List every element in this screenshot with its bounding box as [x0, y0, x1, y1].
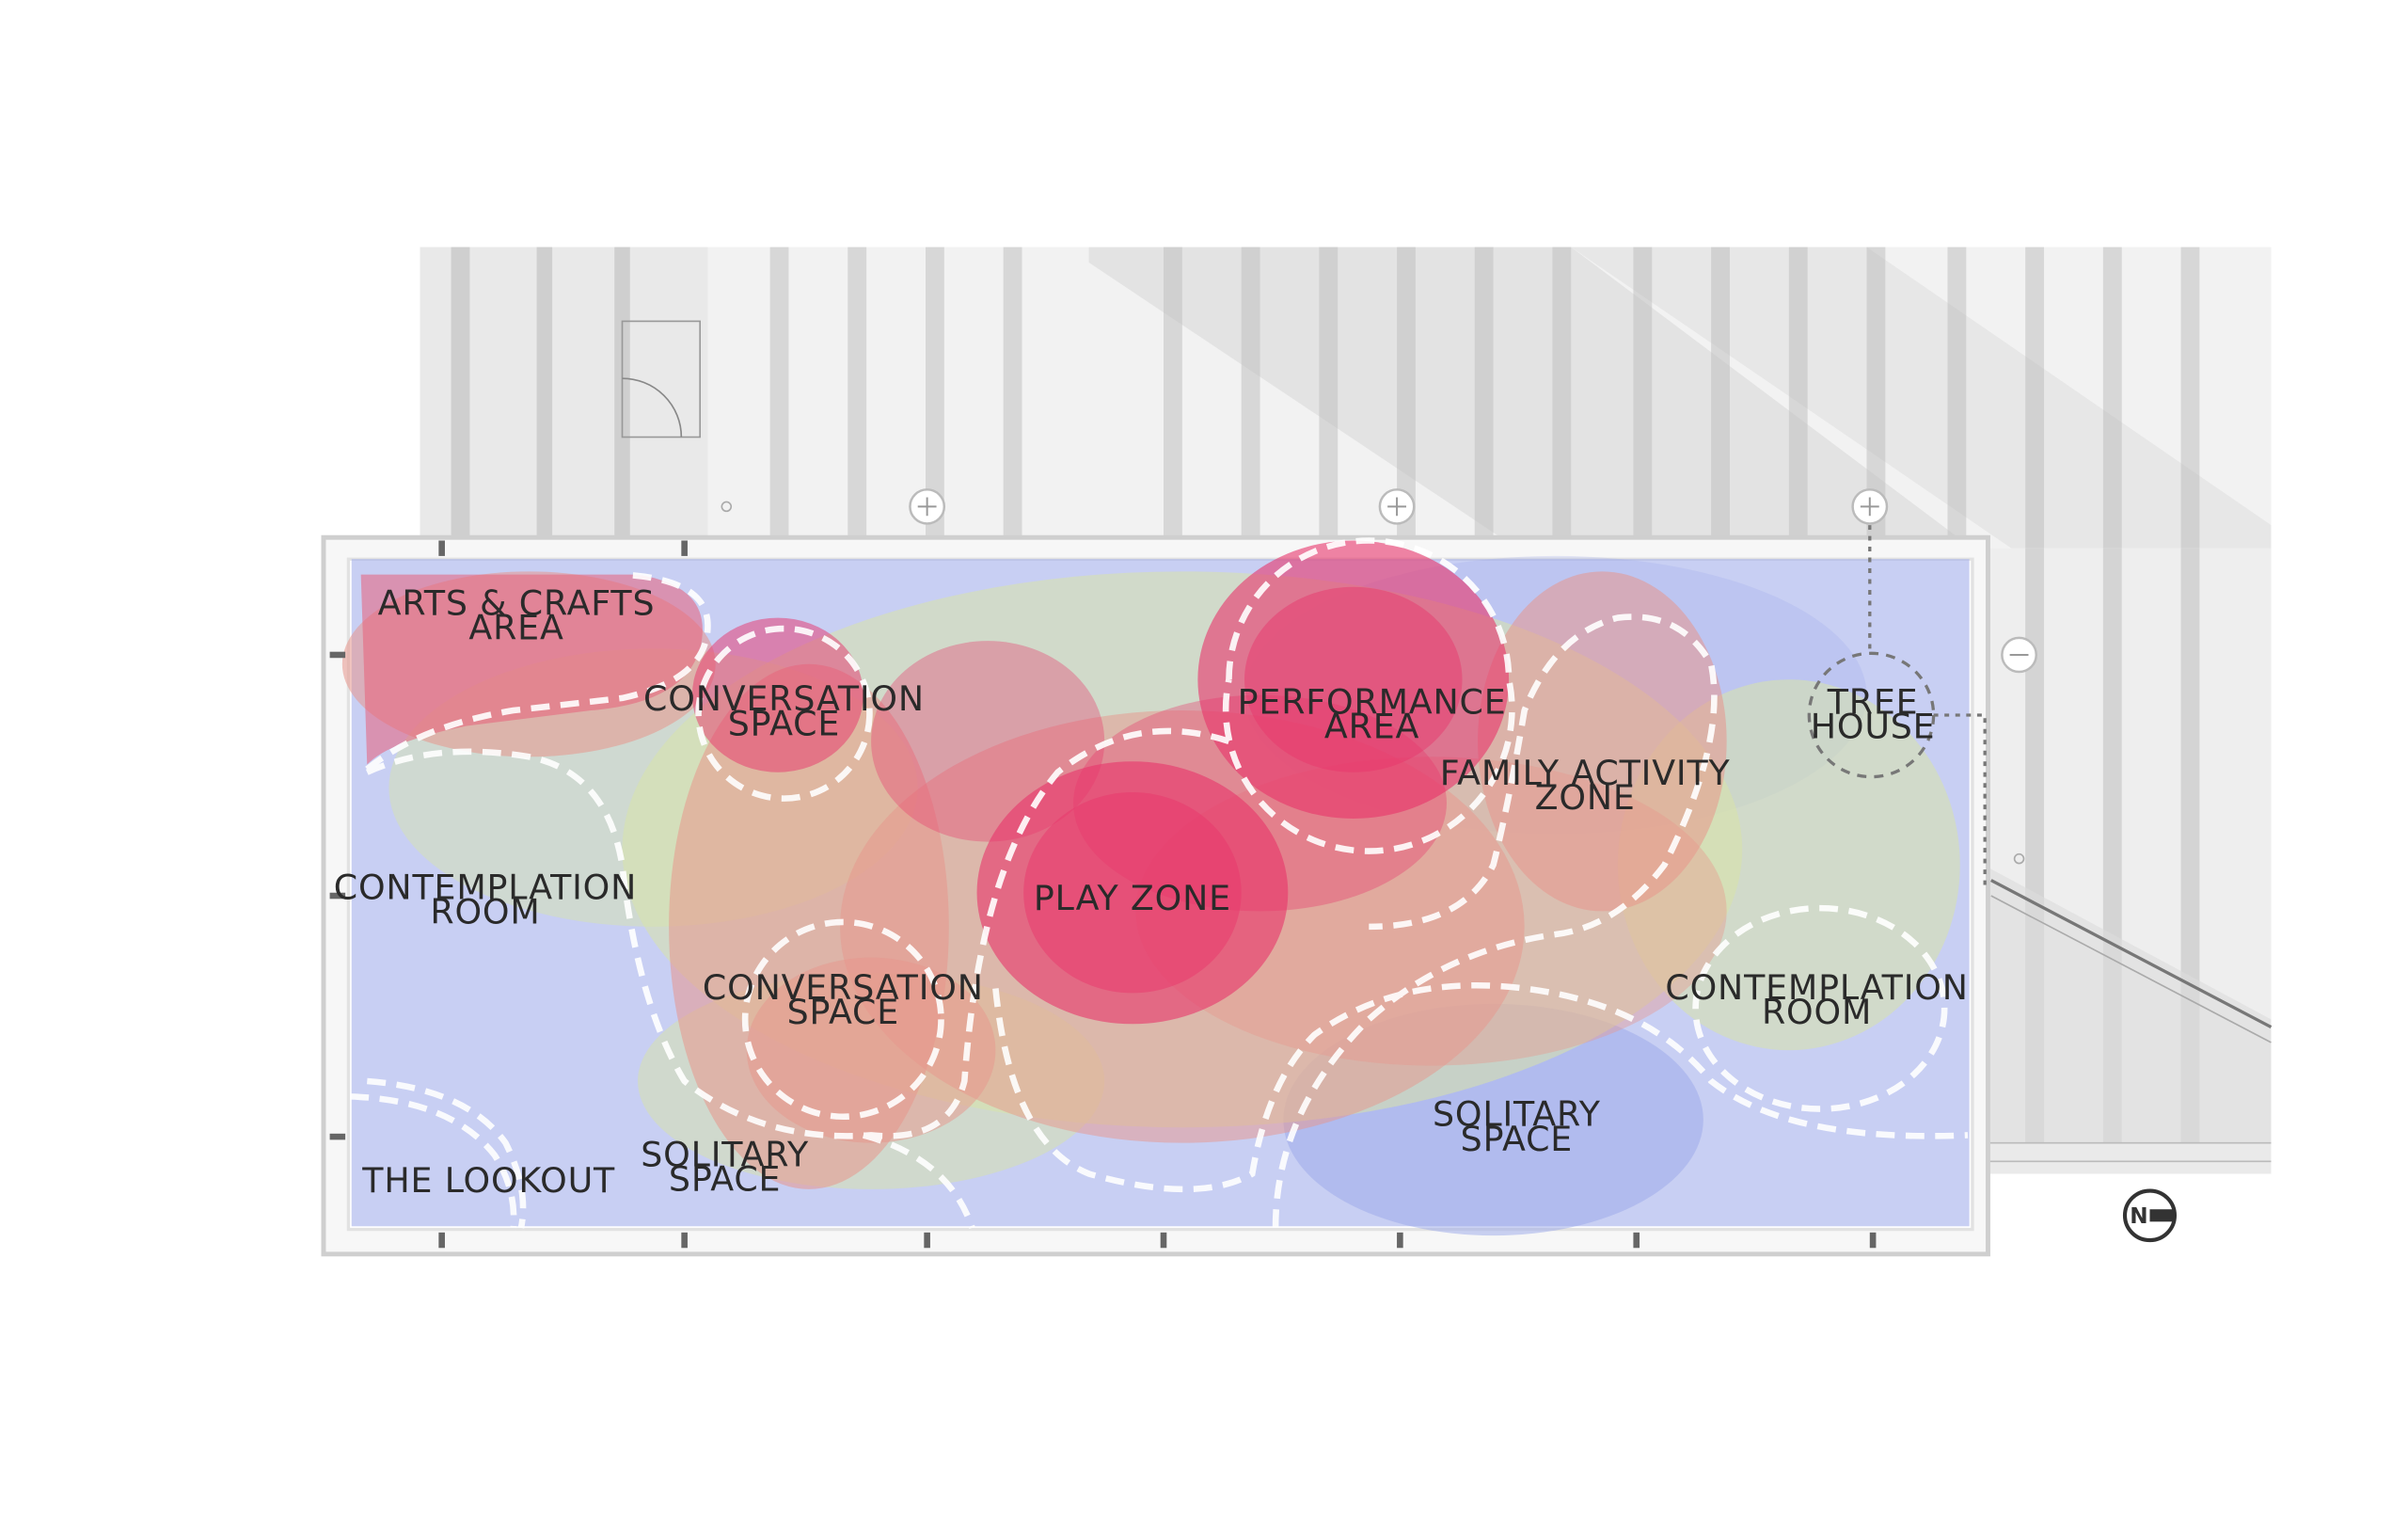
label-arts-crafts-2: AREA — [468, 608, 563, 648]
label-arts-crafts-1: ARTS & CRAFTS — [378, 582, 656, 623]
label-performance-2: AREA — [1324, 707, 1419, 747]
label-conversation-bottom-2: SPACE — [787, 992, 899, 1032]
label-play-zone: PLAY ZONE — [1034, 878, 1231, 918]
label-conversation-top-2: SPACE — [728, 703, 840, 743]
label-tree-house-2: HOUSE — [1811, 707, 1936, 747]
label-contemplation-left-1: CONTEMPLATION — [334, 867, 637, 907]
label-contemplation-right-2: ROOM — [1762, 992, 1872, 1032]
tree-house-outline — [1807, 525, 1987, 888]
label-solitary-right-2: SPACE — [1461, 1119, 1573, 1159]
label-tree-house-1: TREE — [1827, 681, 1919, 722]
label-family-activity-2: ZONE — [1535, 777, 1636, 818]
frame-ticks — [329, 540, 1877, 1249]
label-contemplation-right-1: CONTEMPLATION — [1665, 967, 1968, 1008]
north-arrow-icon: N — [2122, 1188, 2178, 1243]
label-solitary-left-2: SPACE — [669, 1159, 781, 1200]
label-family-activity-1: FAMILY ACTIVITY — [1440, 753, 1731, 793]
label-performance-1: PERFORMANCE — [1238, 681, 1507, 722]
label-conversation-top-1: CONVERSATION — [643, 678, 925, 719]
label-contemplation-left-2: ROOM — [430, 892, 540, 932]
zone-outlines — [349, 537, 1969, 1229]
label-solitary-left-1: SOLITARY — [641, 1134, 809, 1174]
label-conversation-bottom-1: CONVERSATION — [703, 967, 984, 1008]
label-solitary-right-1: SOLITARY — [1433, 1094, 1601, 1135]
hotspot-layer — [691, 540, 1510, 1025]
compass-letter: N — [2130, 1204, 2147, 1229]
arts-crafts-block — [360, 574, 703, 765]
label-the-lookout: THE LOOKOUT — [361, 1160, 615, 1201]
zone-labels: ARTS & CRAFTS AREA CONVERSATION SPACE PE… — [334, 582, 1968, 1201]
